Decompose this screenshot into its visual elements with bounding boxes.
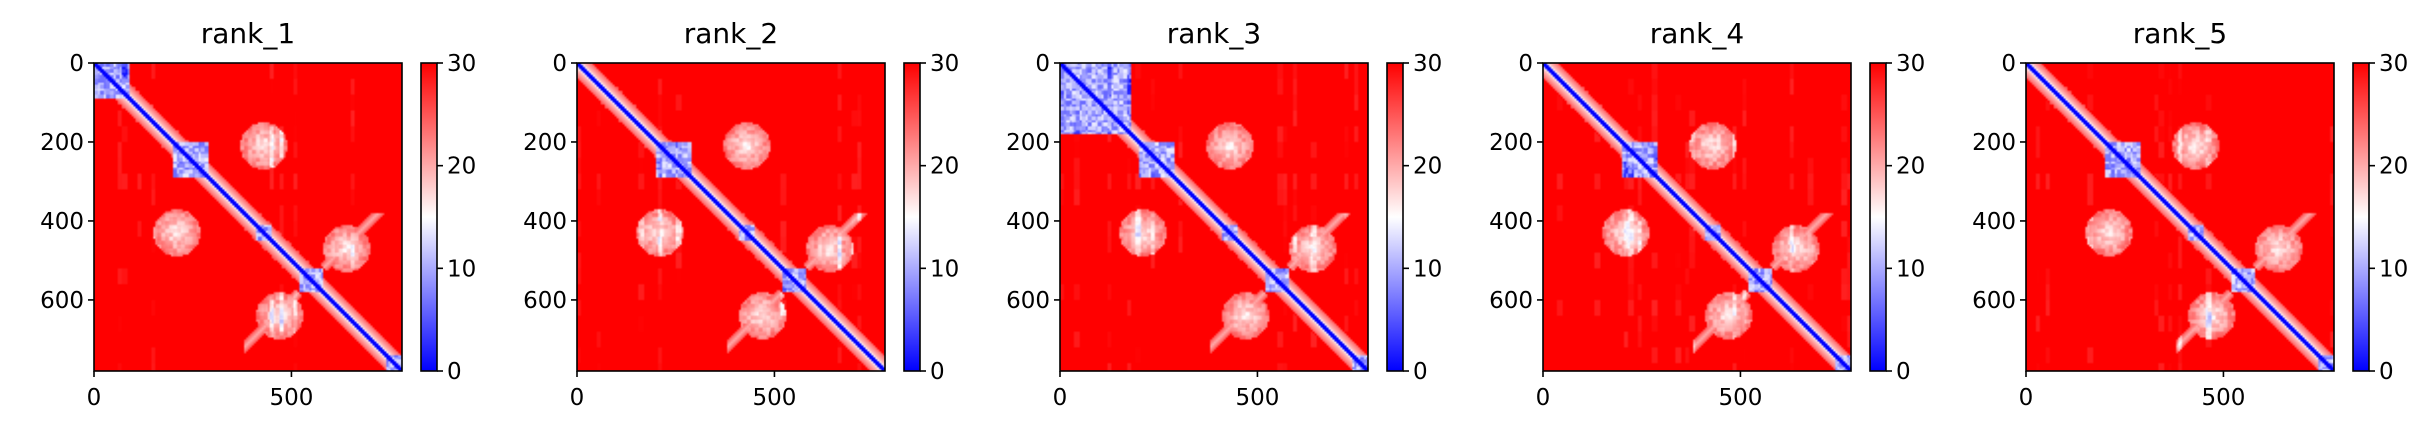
colorbar-tick-label: 20 [2379,154,2408,180]
y-tick-label: 200 [523,130,567,156]
colorbar-tick-label: 0 [447,359,462,385]
heatmap-frame [2025,62,2335,372]
x-tick-label: 500 [1235,385,1279,411]
heatmap-image [2026,63,2334,371]
heatmap-panel-3: rank_3 0 200 400 600 0 500 0 10 20 30 [1006,17,1442,411]
x-tick-label: 0 [1053,385,1068,411]
y-tick-label: 200 [1489,130,1533,156]
heatmap-frame [93,62,403,372]
heatmap-panel-4: rank_4 0 200 400 600 0 500 0 10 20 30 [1489,17,1925,411]
y-tick-label: 600 [1006,288,1050,314]
colorbar-tick-label: 30 [2379,51,2408,77]
y-tick-label: 200 [40,130,84,156]
colorbar-tick-label: 30 [930,51,959,77]
x-tick-label: 0 [87,385,102,411]
colorbar-tick-label: 30 [1413,51,1442,77]
heatmap-image [1060,63,1368,371]
colorbar-tick-label: 30 [1896,51,1925,77]
panel-title: rank_4 [1650,17,1744,50]
colorbar-frame [1386,62,1404,372]
y-tick-label: 400 [1489,209,1533,235]
colorbar-tick-label: 20 [1413,154,1442,180]
colorbar-tick-label: 10 [2379,256,2408,282]
x-tick-label: 0 [2019,385,2034,411]
heatmap-frame [576,62,886,372]
y-tick-label: 0 [1518,51,1533,77]
colorbar-frame [1869,62,1887,372]
y-tick-label: 600 [523,288,567,314]
y-tick-label: 400 [523,209,567,235]
y-tick-label: 200 [1006,130,1050,156]
colorbar-tick-label: 30 [447,51,476,77]
panel-title: rank_3 [1167,17,1261,50]
x-tick-label: 500 [752,385,796,411]
colorbar-tick-label: 0 [930,359,945,385]
heatmap-frame [1542,62,1852,372]
y-tick-label: 0 [69,51,84,77]
colorbar-tick-label: 0 [1896,359,1911,385]
colorbar [1387,63,1403,371]
colorbar-tick-label: 10 [930,256,959,282]
panel-title: rank_5 [2133,17,2227,50]
colorbar [421,63,437,371]
x-tick-label: 0 [1536,385,1551,411]
colorbar-tick-label: 20 [930,154,959,180]
colorbar [1870,63,1886,371]
y-tick-label: 0 [2001,51,2016,77]
y-tick-label: 0 [552,51,567,77]
panel-title: rank_2 [684,17,778,50]
y-tick-label: 200 [1972,130,2016,156]
heatmap-image [577,63,885,371]
colorbar-tick-label: 10 [1896,256,1925,282]
colorbar-tick-label: 20 [1896,154,1925,180]
colorbar-tick-label: 10 [447,256,476,282]
colorbar [2353,63,2369,371]
y-tick-label: 400 [1006,209,1050,235]
y-tick-label: 0 [1035,51,1050,77]
y-tick-label: 400 [1972,209,2016,235]
heatmap-panel-1: rank_1 0 200 400 600 0 500 0 10 20 30 [40,17,476,411]
y-tick-label: 600 [1489,288,1533,314]
x-tick-label: 500 [269,385,313,411]
y-tick-label: 600 [40,288,84,314]
x-tick-label: 500 [2201,385,2245,411]
colorbar-tick-label: 20 [447,154,476,180]
colorbar [904,63,920,371]
colorbar-tick-label: 0 [1413,359,1428,385]
colorbar-frame [420,62,438,372]
colorbar-frame [2352,62,2370,372]
heatmap-frame [1059,62,1369,372]
colorbar-frame [903,62,921,372]
heatmap-image [94,63,402,371]
colorbar-tick-label: 0 [2379,359,2394,385]
y-tick-label: 400 [40,209,84,235]
panel-title: rank_1 [201,17,295,50]
x-tick-label: 500 [1718,385,1762,411]
heatmap-panel-2: rank_2 0 200 400 600 0 500 0 10 20 30 [523,17,959,411]
heatmap-image [1543,63,1851,371]
x-tick-label: 0 [570,385,585,411]
heatmap-panel-5: rank_5 0 200 400 600 0 500 0 10 20 30 [1972,17,2408,411]
y-tick-label: 600 [1972,288,2016,314]
colorbar-tick-label: 10 [1413,256,1442,282]
